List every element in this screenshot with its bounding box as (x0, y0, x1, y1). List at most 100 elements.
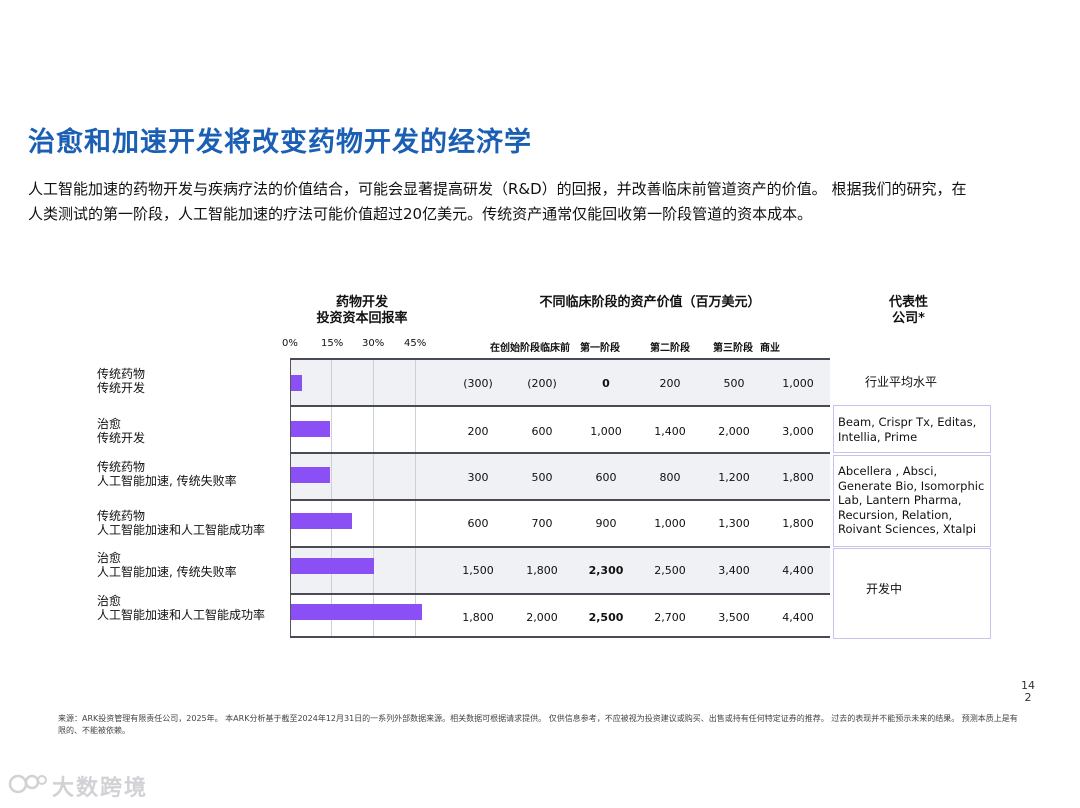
row-label-line1: 治愈 (97, 417, 145, 431)
value-cell: 600 (443, 517, 513, 530)
row-label-line2: 传统开发 (97, 381, 145, 395)
value-cell: 1,800 (507, 564, 577, 577)
value-cell: 300 (443, 471, 513, 484)
irr-gridline (373, 358, 374, 637)
row-label-line2: 人工智能加速和人工智能成功率 (97, 523, 265, 537)
company-box-cures: Beam, Crispr Tx, Editas, Intellia, Prime (833, 405, 991, 453)
irr-tick: 45% (404, 338, 426, 349)
stage-header: 在创始阶段 (490, 339, 540, 354)
watermark-text: 大数跨境 (52, 770, 148, 802)
row-label-line1: 治愈 (97, 551, 237, 565)
row-separator (290, 636, 830, 638)
company-list-ai: Abcellera , Absci, Generate Bio, Isomorp… (834, 456, 990, 537)
row-label: 治愈 人工智能加速, 传统失败率 (97, 551, 237, 579)
company-header: 代表性 公司* (866, 295, 951, 327)
row-label-line2: 人工智能加速和人工智能成功率 (97, 608, 265, 622)
value-cell: 800 (635, 471, 705, 484)
row-label: 传统药物 人工智能加速和人工智能成功率 (97, 509, 265, 537)
row-label: 治愈 传统开发 (97, 417, 145, 445)
irr-gridline (415, 358, 416, 637)
row-label: 传统药物 传统开发 (97, 367, 145, 395)
value-cell: 2,000 (699, 425, 769, 438)
value-cell: 2,000 (507, 611, 577, 624)
value-cell: 600 (571, 471, 641, 484)
irr-tick: 15% (321, 338, 343, 349)
value-cell: 3,000 (763, 425, 833, 438)
row-label: 治愈 人工智能加速和人工智能成功率 (97, 594, 265, 622)
irr-tick: 30% (362, 338, 384, 349)
value-cell: 1,800 (763, 471, 833, 484)
value-cell: 1,000 (635, 517, 705, 530)
value-cell: 600 (507, 425, 577, 438)
value-cell: 500 (699, 377, 769, 390)
value-cell: 4,400 (763, 564, 833, 577)
page-number: 142 (1018, 680, 1038, 704)
irr-bar (291, 421, 330, 437)
row-separator (290, 452, 830, 454)
value-cell: 700 (507, 517, 577, 530)
row-label-line1: 传统药物 (97, 509, 265, 523)
row-label: 传统药物 人工智能加速, 传统失败率 (97, 460, 237, 488)
value-cell: 3,400 (699, 564, 769, 577)
irr-bar (291, 467, 330, 483)
value-cell: 2,500 (571, 611, 641, 624)
row-separator (290, 546, 830, 548)
company-header-line1: 代表性 (866, 295, 951, 311)
row-separator (290, 405, 830, 407)
company-box-ai: Abcellera , Absci, Generate Bio, Isomorp… (833, 455, 991, 547)
value-header: 不同临床阶段的资产价值（百万美元） (500, 295, 800, 311)
irr-bar (291, 513, 352, 529)
row-label-line2: 人工智能加速, 传统失败率 (97, 565, 237, 579)
stage-header: 临床前 (540, 339, 570, 354)
stage-header: 商业 (760, 339, 780, 354)
bubble-logo-icon (8, 772, 48, 802)
value-cell: 500 (507, 471, 577, 484)
stage-header: 第一阶段 (580, 339, 620, 354)
irr-bar (291, 558, 374, 574)
row-label-line1: 传统药物 (97, 367, 145, 381)
page-title: 治愈和加速开发将改变药物开发的经济学 (28, 120, 532, 159)
irr-gridline (290, 358, 291, 637)
row-label-line2: 人工智能加速, 传统失败率 (97, 474, 237, 488)
irr-tick: 0% (282, 338, 298, 349)
row-label-line1: 治愈 (97, 594, 265, 608)
company-list-cures: Beam, Crispr Tx, Editas, Intellia, Prime (834, 406, 990, 444)
company-in-development: 开发中 (834, 549, 990, 597)
value-cell: 1,800 (763, 517, 833, 530)
irr-bar (291, 604, 422, 620)
company-industry-average: 行业平均水平 (865, 375, 937, 390)
intro-paragraph: 人工智能加速的药物开发与疾病疗法的价值结合，可能会显著提高研发（R&D）的回报，… (28, 177, 978, 226)
value-cell: 200 (443, 425, 513, 438)
value-cell: 1,800 (443, 611, 513, 624)
row-label-line2: 传统开发 (97, 431, 145, 445)
value-cell: 2,300 (571, 564, 641, 577)
irr-gridline (331, 358, 332, 637)
row-separator (290, 593, 830, 595)
row-label-line1: 传统药物 (97, 460, 237, 474)
value-cell: 900 (571, 517, 641, 530)
value-cell: 0 (571, 377, 641, 390)
irr-bar (291, 375, 302, 391)
value-cell: 2,700 (635, 611, 705, 624)
value-cell: (300) (443, 377, 513, 390)
row-separator (290, 499, 830, 501)
row-separator (290, 358, 830, 360)
value-cell: 3,500 (699, 611, 769, 624)
company-box-in-development: 开发中 (833, 548, 991, 639)
source-footnote: 来源：ARK投资管理有限责任公司，2025年。 本ARK分析基于截至2024年1… (58, 713, 1018, 737)
company-header-line2: 公司* (866, 311, 951, 327)
irr-header: 药物开发 投资资本回报率 (292, 295, 432, 327)
value-cell: 4,400 (763, 611, 833, 624)
value-cell: 200 (635, 377, 705, 390)
stage-header: 第二阶段 (650, 339, 690, 354)
value-cell: 1,200 (699, 471, 769, 484)
irr-header-line1: 药物开发 (292, 295, 432, 311)
stage-header: 第三阶段 (713, 339, 753, 354)
value-cell: 1,500 (443, 564, 513, 577)
irr-header-line2: 投资资本回报率 (292, 311, 432, 327)
value-cell: 1,000 (571, 425, 641, 438)
value-cell: 1,400 (635, 425, 705, 438)
value-cell: 1,300 (699, 517, 769, 530)
value-cell: (200) (507, 377, 577, 390)
value-cell: 2,500 (635, 564, 705, 577)
